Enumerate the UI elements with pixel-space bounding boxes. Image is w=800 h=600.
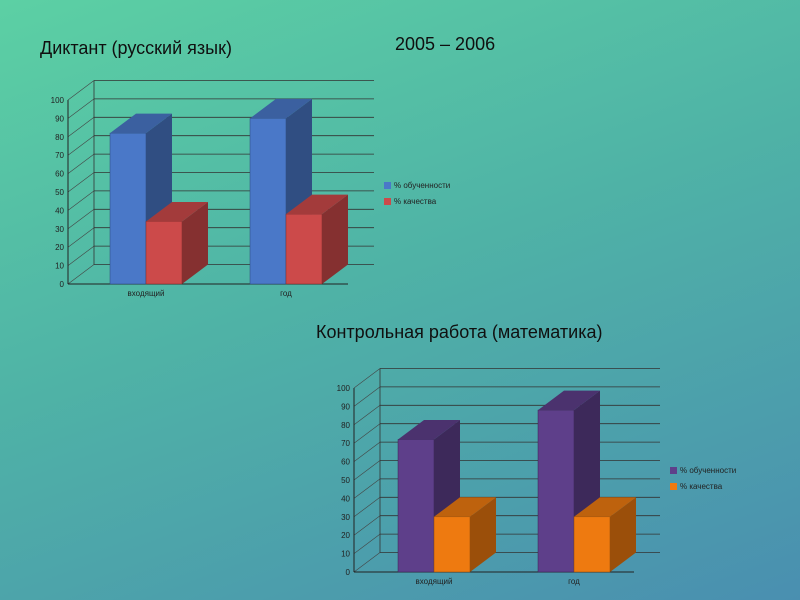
gridline-depth <box>67 245 95 266</box>
y-tick-label: 20 <box>55 243 64 252</box>
bar-top <box>286 194 348 215</box>
bar-front <box>573 516 611 573</box>
legend-label: % качества <box>680 482 723 491</box>
bar-front <box>109 132 147 285</box>
bar-top <box>146 201 208 222</box>
bar-front <box>433 516 471 573</box>
gridline-depth <box>67 153 95 174</box>
legend-swatch <box>670 483 677 490</box>
gridline-depth <box>353 386 381 407</box>
y-tick-label: 60 <box>55 170 64 179</box>
bar-side <box>322 194 348 284</box>
gridline-depth <box>67 209 95 230</box>
bar-side <box>610 497 636 572</box>
gridline-depth <box>67 98 95 119</box>
bar-front <box>397 439 435 573</box>
legend-swatch <box>384 182 391 189</box>
gridline-depth <box>353 368 381 389</box>
y-tick-label: 30 <box>55 225 64 234</box>
gridline-depth <box>353 405 381 426</box>
y-tick-label: 100 <box>51 96 65 105</box>
y-tick-label: 40 <box>55 206 64 215</box>
legend-swatch <box>384 198 391 205</box>
y-tick-label: 100 <box>337 384 351 393</box>
gridline-depth <box>353 441 381 462</box>
y-tick-label: 40 <box>341 494 350 503</box>
gridline-depth <box>353 552 381 573</box>
y-tick-label: 70 <box>55 151 64 160</box>
legend-label: % обученности <box>394 181 450 190</box>
y-tick-label: 50 <box>341 476 350 485</box>
bar-top <box>538 390 600 411</box>
gridline-depth <box>67 172 95 193</box>
category-label: год <box>568 577 580 586</box>
bar-front <box>145 221 183 285</box>
gridline-depth <box>353 515 381 536</box>
y-tick-label: 70 <box>341 439 350 448</box>
years-title: 2005 – 2006 <box>395 34 496 54</box>
category-label: год <box>280 289 292 298</box>
y-tick-label: 80 <box>341 421 350 430</box>
bar-front <box>537 409 575 573</box>
chart-title-math: Контрольная работа (математика) <box>316 322 603 342</box>
gridline-depth <box>353 478 381 499</box>
gridline-depth <box>353 533 381 554</box>
gridline-depth <box>67 117 95 138</box>
bar-top <box>110 113 172 134</box>
y-tick-label: 30 <box>341 513 350 522</box>
legend-label: % качества <box>394 197 437 206</box>
gridline-depth <box>353 423 381 444</box>
bar-front <box>285 213 323 285</box>
gridline-depth <box>67 264 95 285</box>
bar-side <box>470 497 496 572</box>
y-tick-label: 90 <box>341 402 350 411</box>
gridline-depth <box>353 497 381 518</box>
bar-top <box>398 420 460 440</box>
y-tick-label: 10 <box>55 262 64 271</box>
bar-top <box>250 98 312 119</box>
legend-swatch <box>670 467 677 474</box>
y-tick-label: 0 <box>60 280 65 289</box>
chart-title-dictation: Диктант (русский язык) <box>40 38 232 58</box>
legend-label: % обученности <box>680 466 736 475</box>
category-label: входящий <box>128 289 165 298</box>
y-tick-label: 20 <box>341 531 350 540</box>
gridline-depth <box>353 460 381 481</box>
gridline-depth <box>67 227 95 248</box>
bar-front <box>249 118 287 285</box>
y-tick-label: 0 <box>346 568 351 577</box>
bar-top <box>434 497 496 517</box>
y-tick-label: 10 <box>341 550 350 559</box>
gridline-depth <box>67 135 95 156</box>
category-label: входящий <box>416 577 453 586</box>
bar-side <box>182 201 208 284</box>
y-tick-label: 90 <box>55 114 64 123</box>
y-tick-label: 60 <box>341 458 350 467</box>
gridline-depth <box>67 190 95 211</box>
bar-top <box>574 497 636 517</box>
y-tick-label: 80 <box>55 133 64 142</box>
gridline-depth <box>67 80 95 101</box>
y-tick-label: 50 <box>55 188 64 197</box>
